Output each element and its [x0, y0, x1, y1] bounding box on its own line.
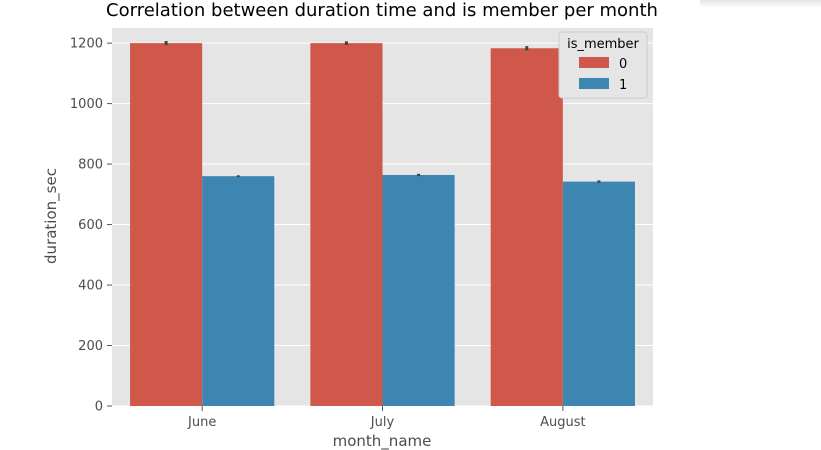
y-tick-label: 1200: [70, 37, 103, 52]
y-tick-label: 0: [95, 400, 103, 415]
legend-label-1: 1: [619, 78, 627, 93]
y-tick-label: 400: [78, 279, 103, 294]
x-tick-label: July: [370, 415, 395, 430]
bar-1-june: [202, 176, 275, 406]
y-axis-label: duration_sec: [42, 168, 61, 264]
x-axis: June July August: [187, 406, 586, 430]
bar-0-july: [310, 43, 383, 407]
y-tick-label: 800: [78, 158, 103, 173]
chart-title: Correlation between duration time and is…: [106, 0, 658, 21]
legend-title: is_member: [567, 37, 639, 52]
bar-1-july: [382, 174, 455, 406]
bar-1-august: [562, 181, 635, 406]
bars-group: [130, 43, 635, 407]
y-tick-label: 200: [78, 339, 103, 354]
x-tick-label: June: [187, 415, 216, 430]
error-bars-group: [164, 41, 601, 183]
window-edge-shadow: [700, 0, 821, 8]
y-axis: 0 200 400 600 800 1000 1200: [70, 37, 112, 415]
y-tick-label: 600: [78, 218, 103, 233]
legend-swatch-1: [579, 78, 609, 89]
legend-swatch-0: [579, 57, 609, 68]
x-tick-label: August: [540, 415, 586, 430]
bar-0-august: [490, 48, 563, 406]
legend-label-0: 0: [619, 57, 627, 72]
y-tick-label: 1000: [70, 97, 103, 112]
x-axis-label: month_name: [333, 432, 432, 450]
bar-0-june: [130, 43, 203, 407]
legend: is_member 0 1: [558, 31, 648, 99]
